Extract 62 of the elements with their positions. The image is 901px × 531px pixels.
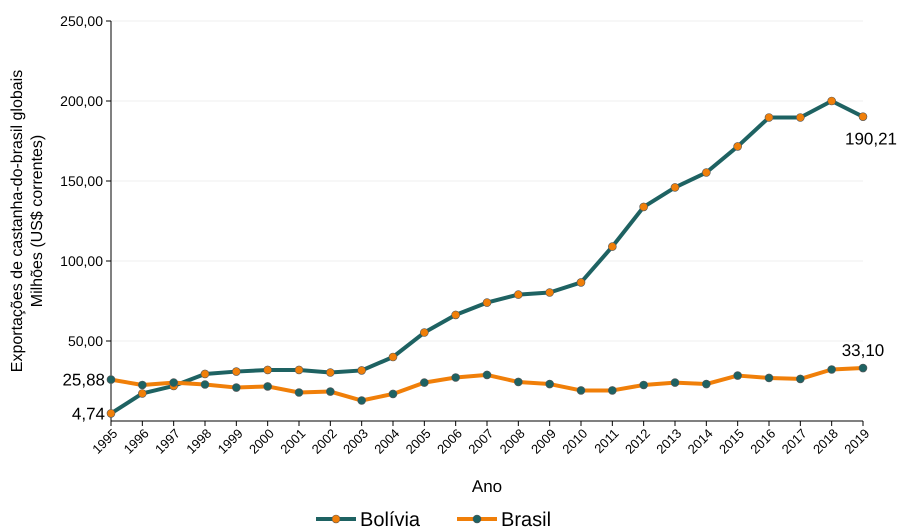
point bbox=[106, 375, 116, 384]
annotation: 190,21 bbox=[845, 130, 897, 149]
x-axis-title: Ano bbox=[472, 477, 502, 496]
point bbox=[451, 373, 460, 382]
annotation: 4,74 bbox=[72, 404, 105, 424]
point bbox=[796, 113, 805, 122]
point bbox=[670, 378, 680, 387]
annotation: 33,10 bbox=[842, 341, 884, 360]
point bbox=[106, 409, 116, 418]
point bbox=[326, 368, 335, 377]
point bbox=[451, 310, 460, 320]
y-tick-label: 50,00 bbox=[68, 332, 104, 349]
point bbox=[858, 112, 868, 121]
point bbox=[639, 202, 648, 212]
y-axis-title: Exportações de castanha-do-brasil globais Milhões (US$ correntes) bbox=[9, 70, 46, 372]
annotation: 25,88 bbox=[62, 370, 105, 390]
point bbox=[138, 380, 147, 390]
point bbox=[357, 366, 366, 375]
point bbox=[169, 378, 178, 387]
point bbox=[232, 383, 241, 392]
point bbox=[420, 328, 429, 337]
point bbox=[263, 366, 272, 374]
point bbox=[294, 388, 304, 397]
point bbox=[514, 290, 523, 299]
point bbox=[294, 366, 304, 374]
point bbox=[858, 364, 868, 372]
point bbox=[764, 374, 774, 382]
point bbox=[200, 380, 210, 389]
point bbox=[576, 278, 586, 287]
point bbox=[827, 365, 836, 374]
legend-label: Brasil bbox=[501, 509, 552, 531]
y-tick-label: 150,00 bbox=[60, 172, 104, 189]
point bbox=[796, 374, 805, 384]
point bbox=[263, 382, 272, 391]
point bbox=[608, 386, 617, 395]
point bbox=[733, 142, 742, 151]
point bbox=[576, 386, 586, 395]
point bbox=[420, 378, 429, 387]
point bbox=[200, 370, 210, 378]
point bbox=[545, 288, 554, 297]
y-tick-label: 200,00 bbox=[60, 92, 104, 109]
point bbox=[702, 168, 711, 177]
point bbox=[827, 96, 836, 106]
point bbox=[670, 183, 680, 192]
point bbox=[545, 380, 554, 388]
legend-label: Bolívia bbox=[360, 509, 421, 531]
point bbox=[514, 378, 523, 386]
point bbox=[326, 387, 335, 396]
y-tick-label: 100,00 bbox=[60, 252, 104, 269]
point bbox=[232, 367, 241, 376]
point bbox=[388, 352, 398, 362]
y-tick-label: 250,00 bbox=[60, 12, 104, 29]
point bbox=[357, 396, 366, 405]
point bbox=[608, 242, 617, 251]
point bbox=[702, 380, 711, 388]
point bbox=[764, 113, 774, 122]
point bbox=[639, 380, 648, 390]
point bbox=[482, 370, 492, 380]
point bbox=[482, 298, 492, 307]
point bbox=[733, 371, 742, 380]
point bbox=[138, 389, 147, 398]
point bbox=[388, 390, 398, 398]
